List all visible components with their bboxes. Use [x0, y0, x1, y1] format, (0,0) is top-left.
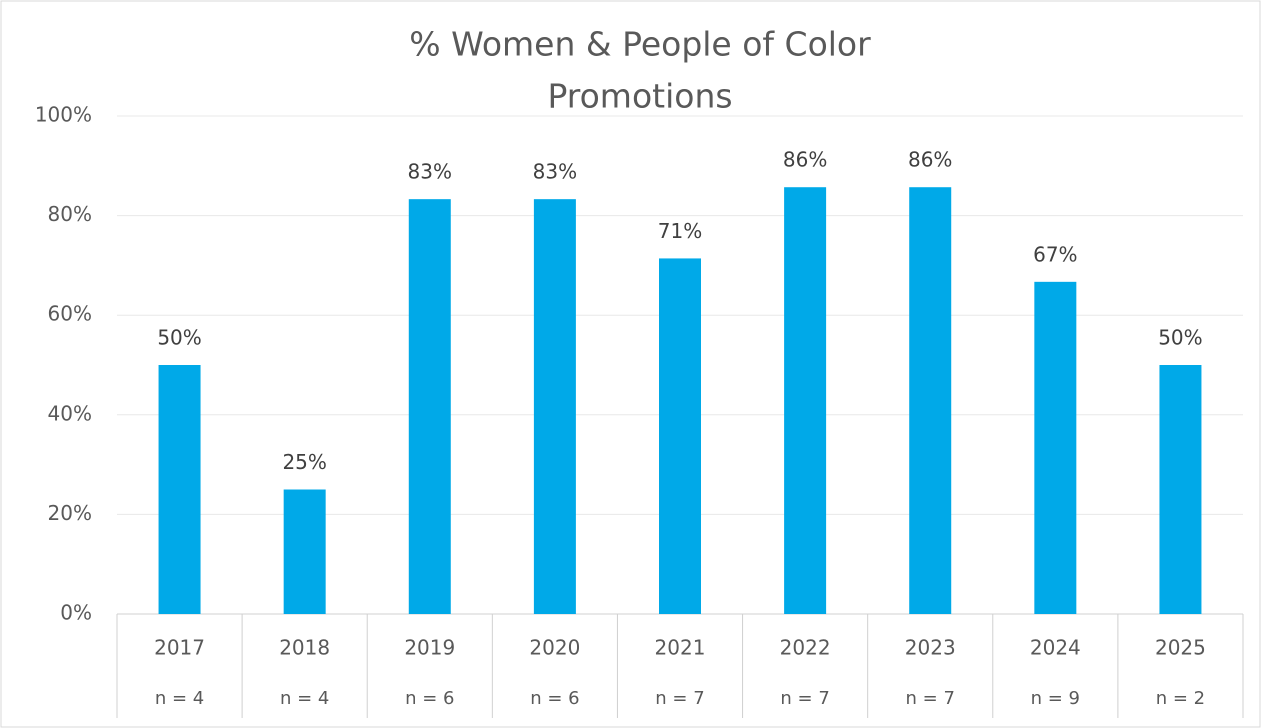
x-tick-label: 2024	[1030, 636, 1081, 660]
x-tick-label: 2022	[780, 636, 831, 660]
x-tick-label: 2025	[1155, 636, 1206, 660]
bar	[1159, 365, 1202, 614]
bar	[283, 489, 326, 614]
data-label: 50%	[157, 326, 201, 350]
data-label: 25%	[282, 450, 326, 474]
x-tick-label: 2017	[154, 636, 205, 660]
bar	[909, 187, 952, 615]
x-tick-label: 2018	[279, 636, 330, 660]
data-label: 86%	[783, 148, 827, 172]
x-tick-label: 2020	[529, 636, 580, 660]
x-sublabel: n = 6	[530, 688, 579, 709]
x-sublabel: n = 9	[1031, 688, 1080, 709]
x-sublabel: n = 7	[906, 688, 955, 709]
x-sublabel: n = 4	[155, 688, 204, 709]
data-label: 83%	[408, 160, 452, 184]
x-tick-label: 2021	[655, 636, 706, 660]
x-sublabel: n = 6	[405, 688, 454, 709]
x-tick-label: 2019	[404, 636, 455, 660]
bar	[1034, 281, 1077, 614]
y-tick-label: 100%	[35, 103, 92, 127]
x-sublabel: n = 2	[1156, 688, 1205, 709]
y-tick-label: 60%	[48, 302, 92, 326]
chart-title: % Women & People of Color	[409, 25, 871, 64]
data-label: 86%	[908, 148, 952, 172]
y-tick-label: 0%	[60, 601, 92, 625]
data-label: 83%	[533, 160, 577, 184]
y-tick-label: 80%	[48, 202, 92, 226]
chart-title: Promotions	[547, 77, 732, 116]
bar	[533, 199, 576, 614]
y-tick-label: 40%	[48, 401, 92, 425]
x-sublabel: n = 4	[280, 688, 329, 709]
bar	[659, 258, 701, 614]
x-sublabel: n = 7	[655, 688, 704, 709]
bar	[408, 199, 451, 614]
x-tick-label: 2023	[905, 636, 956, 660]
bar	[158, 365, 201, 614]
y-tick-label: 20%	[48, 501, 92, 525]
data-label: 71%	[658, 219, 702, 243]
bar	[784, 187, 827, 615]
data-label: 67%	[1033, 242, 1077, 266]
data-label: 50%	[1158, 326, 1202, 350]
x-sublabel: n = 7	[780, 688, 829, 709]
